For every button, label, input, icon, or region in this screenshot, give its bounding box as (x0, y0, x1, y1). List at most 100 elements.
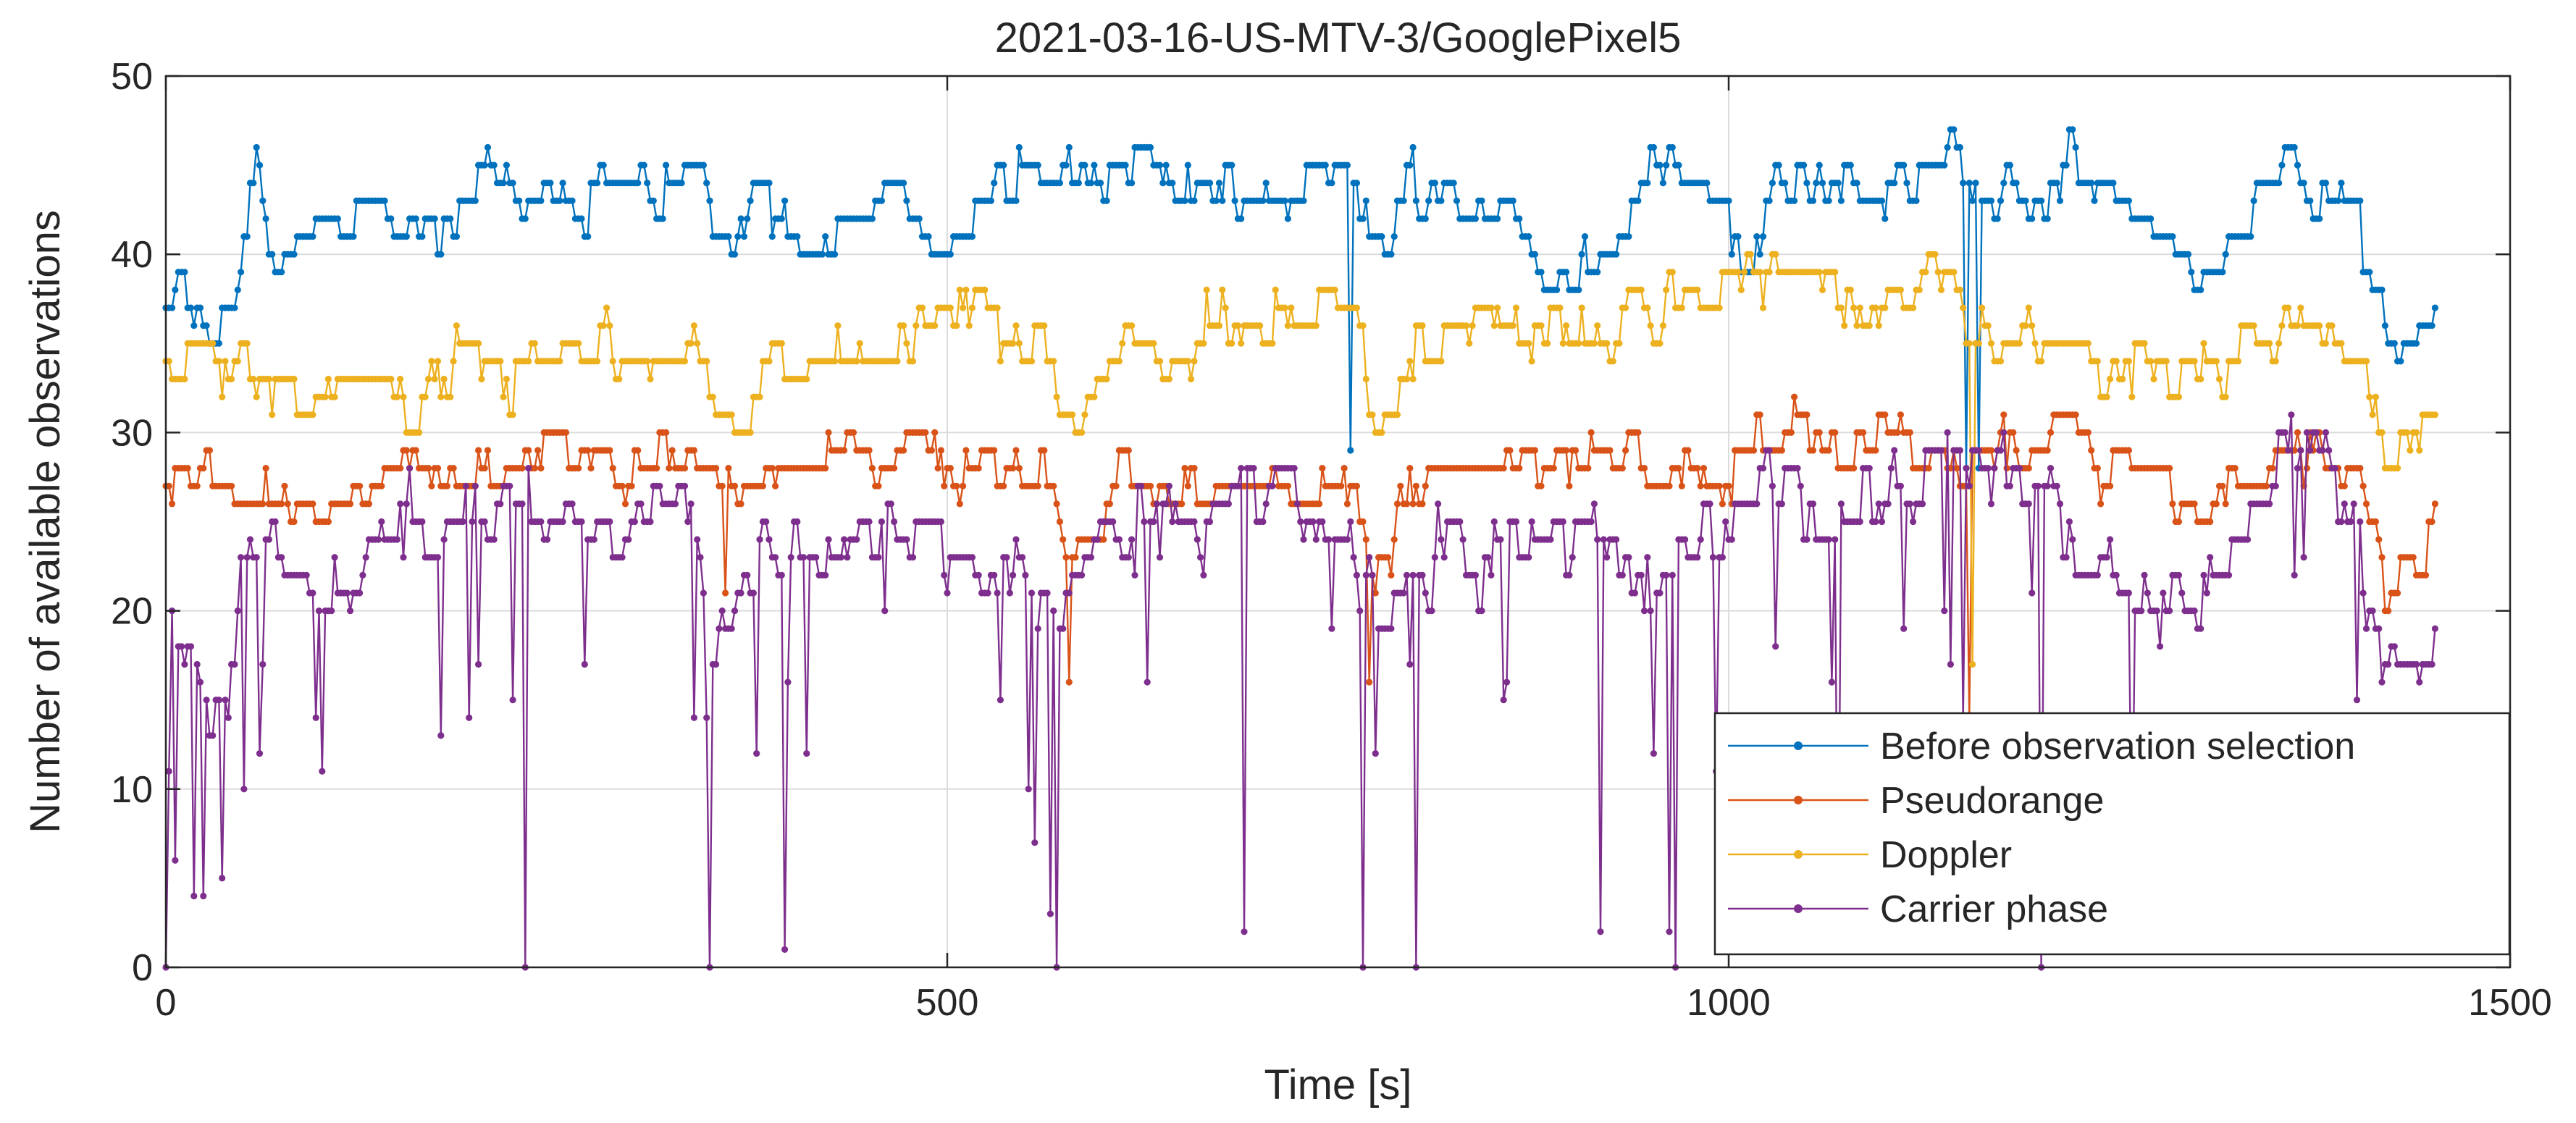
data-point (1900, 625, 1908, 632)
data-point (1809, 447, 1817, 454)
data-point (1065, 678, 1073, 686)
data-point (2262, 482, 2270, 489)
data-point (2013, 447, 2020, 454)
data-point (1669, 571, 1676, 579)
data-point (2010, 429, 2017, 437)
data-point (165, 358, 172, 365)
data-point (903, 536, 910, 543)
data-point (2072, 411, 2079, 419)
data-point (1832, 536, 1839, 543)
y-tick-label: 40 (111, 234, 153, 276)
data-point (925, 233, 932, 240)
data-point (315, 607, 323, 615)
data-point (1809, 197, 1817, 204)
data-point (1087, 180, 1095, 187)
data-point (1969, 197, 1976, 204)
data-point (2316, 322, 2323, 329)
data-point (559, 180, 566, 187)
data-point (2250, 322, 2257, 329)
data-point (1512, 304, 1520, 311)
data-point (2219, 482, 2226, 489)
data-point (1012, 447, 1020, 454)
data-point (1393, 500, 1401, 508)
data-point (991, 447, 998, 454)
data-point (1947, 465, 1954, 472)
data-point (1312, 322, 1320, 329)
data-point (1753, 233, 1761, 240)
data-point (1875, 322, 1882, 329)
data-point (2385, 660, 2392, 668)
data-point (387, 215, 395, 222)
x-tick-label: 1000 (1687, 982, 1771, 1024)
data-point (497, 358, 504, 365)
data-point (962, 286, 970, 293)
data-point (172, 286, 179, 293)
data-point (659, 215, 666, 222)
data-point (2297, 447, 2304, 454)
data-point (2288, 411, 2295, 419)
data-point (365, 500, 373, 508)
data-point (868, 215, 876, 222)
data-point (2222, 500, 2229, 508)
data-point (253, 393, 260, 400)
data-point (1191, 358, 1198, 365)
data-point (1525, 233, 1532, 240)
data-point (841, 447, 848, 454)
data-point (1878, 518, 1886, 526)
data-point (1787, 429, 1795, 437)
data-point (1343, 161, 1351, 169)
data-point (725, 465, 732, 472)
data-point (2000, 180, 2007, 187)
data-point (428, 482, 435, 489)
data-point (1146, 482, 1154, 489)
data-point (1997, 447, 2005, 454)
data-point (903, 197, 910, 204)
data-point (503, 161, 511, 169)
data-point (243, 340, 251, 347)
data-point (1010, 465, 1017, 472)
data-point (1369, 571, 1376, 579)
data-point (2034, 482, 2042, 489)
data-point (687, 340, 695, 347)
data-point (2353, 697, 2361, 704)
data-point (1525, 340, 1532, 347)
data-point (1193, 536, 1201, 543)
data-point (2141, 340, 2148, 347)
data-point (1566, 482, 1573, 489)
data-point (1200, 340, 1207, 347)
data-point (1128, 322, 1136, 329)
data-point (1422, 215, 1429, 222)
data-point (193, 660, 201, 668)
data-point (1284, 322, 1291, 329)
data-point (1965, 482, 1973, 489)
data-point (987, 197, 994, 204)
data-point (2378, 678, 2386, 686)
data-point (1459, 536, 1467, 543)
data-point (181, 660, 188, 668)
data-point (238, 554, 245, 561)
data-point (2147, 215, 2155, 222)
data-point (1897, 286, 1904, 293)
data-point (471, 482, 479, 489)
data-point (1472, 215, 1479, 222)
data-point (559, 518, 566, 526)
data-point (547, 180, 554, 187)
data-point (681, 482, 689, 489)
data-point (419, 233, 426, 240)
data-point (2300, 554, 2307, 561)
data-point (618, 554, 626, 561)
data-point (2157, 643, 2164, 650)
data-point (1438, 197, 1445, 204)
data-point (1656, 589, 1664, 597)
data-point (2000, 411, 2007, 419)
data-point (2357, 465, 2364, 472)
data-point (1897, 482, 1904, 489)
data-point (238, 269, 245, 276)
data-point (1372, 750, 1379, 757)
data-point (722, 589, 729, 597)
data-point (1497, 536, 1504, 543)
data-point (2094, 465, 2101, 472)
data-point (947, 251, 954, 258)
data-point (319, 767, 326, 775)
data-point (594, 358, 601, 365)
